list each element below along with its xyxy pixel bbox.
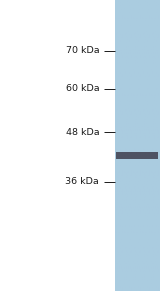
Text: 36 kDa: 36 kDa [65, 178, 99, 186]
Bar [116, 152, 158, 159]
Text: 48 kDa: 48 kDa [66, 128, 99, 137]
Text: 60 kDa: 60 kDa [66, 84, 99, 93]
Text: 70 kDa: 70 kDa [66, 47, 99, 55]
